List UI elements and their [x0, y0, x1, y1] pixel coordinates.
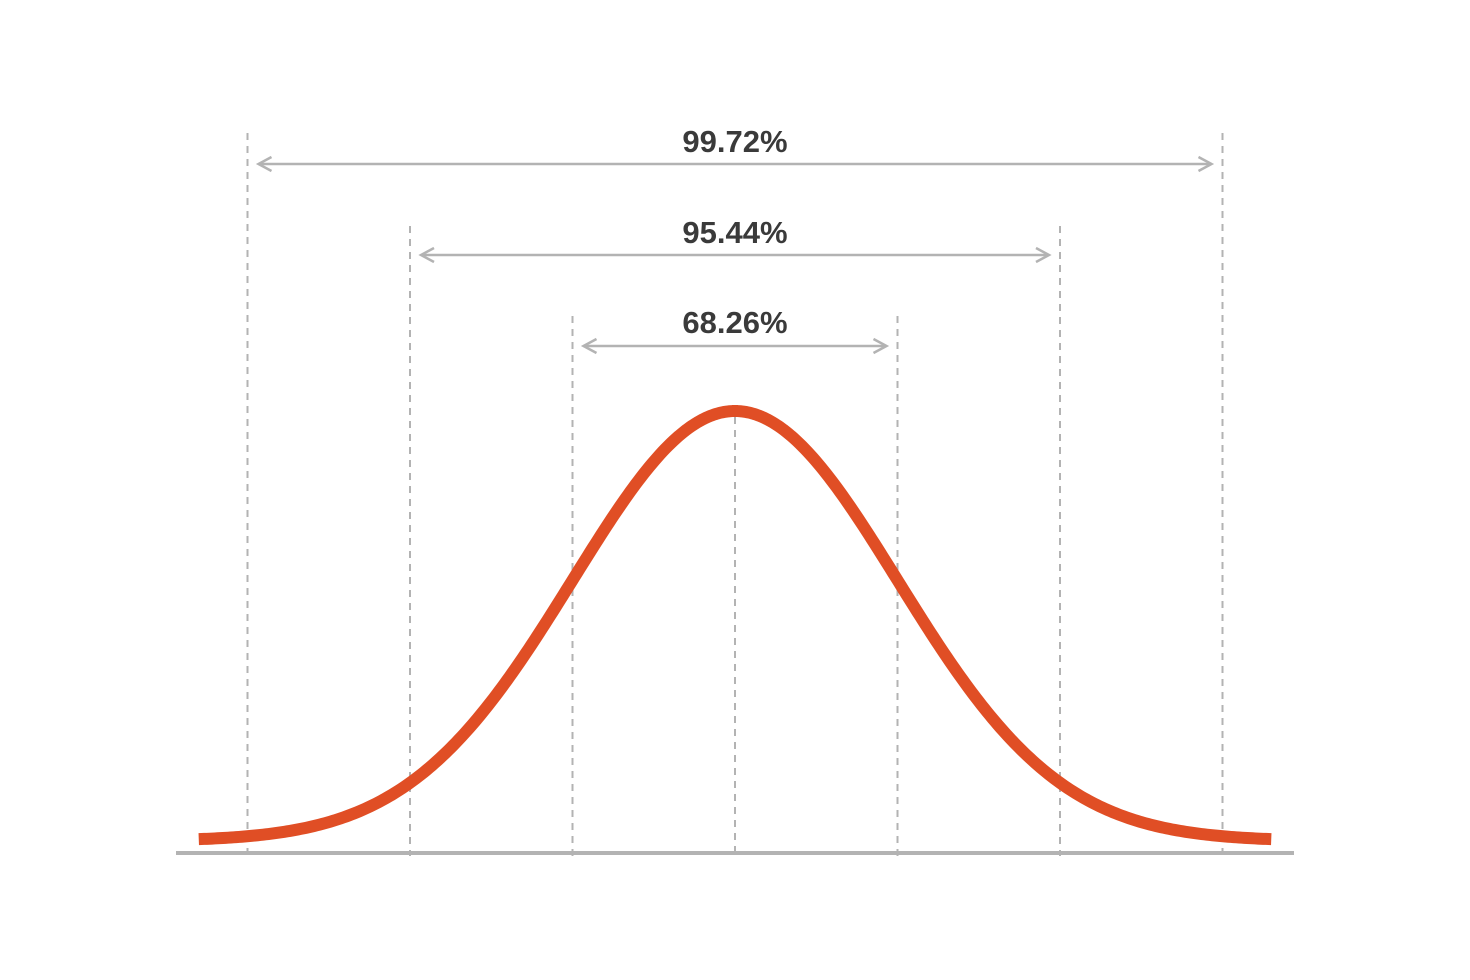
arrow-head-right: [1197, 155, 1215, 173]
arrow-head-left: [255, 155, 273, 173]
interval-label-3sigma: 99.72%: [682, 124, 787, 159]
arrow-head-right: [872, 337, 890, 355]
curve-group: [195, 405, 1275, 846]
interval-label-2sigma: 95.44%: [682, 215, 787, 250]
interval-arrow-2sigma: 95.44%: [418, 215, 1052, 264]
arrow-head-left: [580, 337, 598, 355]
arrow-head-left: [418, 246, 435, 264]
normal-curve-line: [195, 405, 1275, 846]
interval-label-1sigma: 68.26%: [682, 305, 787, 340]
intervals-group: 99.72% 95.44% 68.26%: [255, 124, 1215, 355]
sigma-lines: [246, 133, 1224, 856]
interval-arrow-3sigma: 99.72%: [255, 124, 1215, 173]
interval-arrow-1sigma: 68.26%: [580, 305, 890, 355]
arrow-head-right: [1035, 246, 1052, 264]
